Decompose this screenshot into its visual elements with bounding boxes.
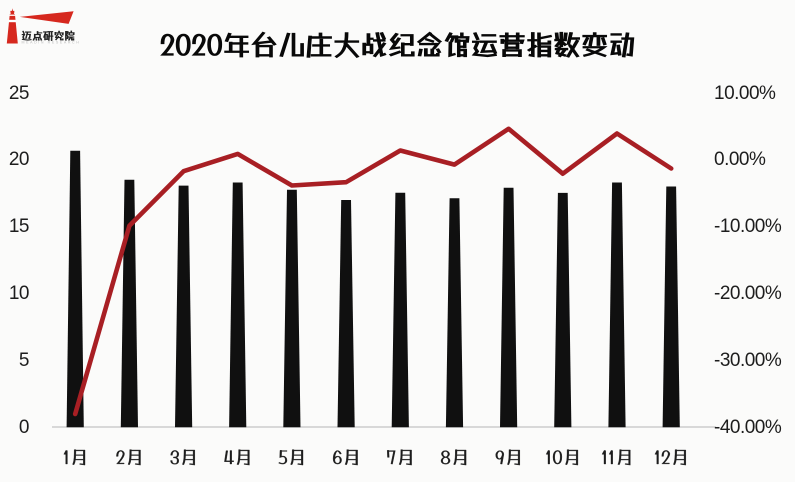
svg-text:MEADIN RESEARCH: MEADIN RESEARCH bbox=[22, 40, 81, 44]
